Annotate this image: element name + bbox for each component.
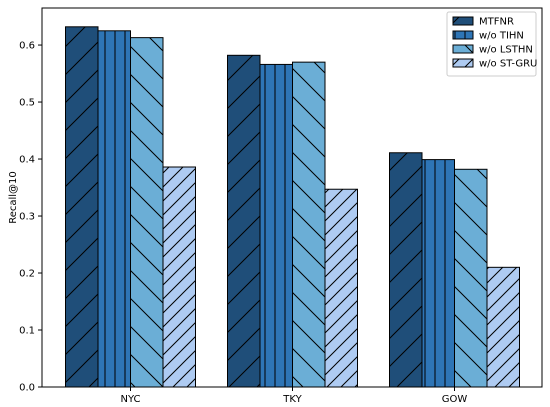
y-tick-label: 0.6 xyxy=(19,41,35,52)
y-tick-label: 0.3 xyxy=(19,212,35,223)
legend: MTFNR w/o TIHN w/o LSTHN w/o ST-GRU xyxy=(446,11,537,77)
x-axis: NYC TKY GOW xyxy=(120,387,467,405)
bar-nyc-mtfnr xyxy=(65,26,99,388)
y-tick-label: 0.4 xyxy=(19,155,35,166)
legend-item: MTFNR xyxy=(452,16,514,28)
y-tick-label: 0.2 xyxy=(19,269,35,280)
plot-frame xyxy=(41,7,543,388)
bar-nyc-w-o-lsthn xyxy=(130,37,164,388)
legend-swatch xyxy=(452,58,474,68)
legend-item: w/o TIHN xyxy=(452,30,524,42)
y-tick-label: 0.1 xyxy=(19,326,35,337)
x-tick-label: NYC xyxy=(120,394,140,405)
legend-swatch xyxy=(452,16,474,26)
bar-gow-w-o-tihn xyxy=(421,159,455,388)
y-axis-label: Recall@10 xyxy=(8,171,19,224)
bar-gow-mtfnr xyxy=(389,152,423,388)
bar-tky-w-o-lsthn xyxy=(292,61,326,388)
legend-item: w/o ST-GRU xyxy=(452,58,537,70)
legend-label: MTFNR xyxy=(479,17,514,28)
legend-label: w/o ST-GRU xyxy=(479,59,537,70)
bars-layer xyxy=(65,26,520,388)
legend-swatch xyxy=(452,44,474,54)
bar-nyc-w-o-tihn xyxy=(97,30,131,388)
legend-label: w/o LSTHN xyxy=(479,45,533,56)
y-axis: 0.0 0.1 0.2 0.3 0.4 0.5 0.6 xyxy=(19,41,42,394)
bar-tky-w-o-st-gru xyxy=(324,188,358,388)
bar-tky-mtfnr xyxy=(227,54,261,388)
y-tick-label: 0.0 xyxy=(19,383,35,394)
legend-label: w/o TIHN xyxy=(479,31,524,42)
y-tick-label: 0.5 xyxy=(19,98,35,109)
bar-gow-w-o-st-gru xyxy=(486,266,520,388)
bar-gow-w-o-lsthn xyxy=(454,168,488,388)
x-tick-label: GOW xyxy=(442,394,468,405)
legend-item: w/o LSTHN xyxy=(452,44,533,56)
x-tick-label: TKY xyxy=(282,394,302,405)
bar-tky-w-o-tihn xyxy=(259,63,293,388)
bar-nyc-w-o-st-gru xyxy=(162,166,196,388)
legend-swatch xyxy=(452,30,474,40)
